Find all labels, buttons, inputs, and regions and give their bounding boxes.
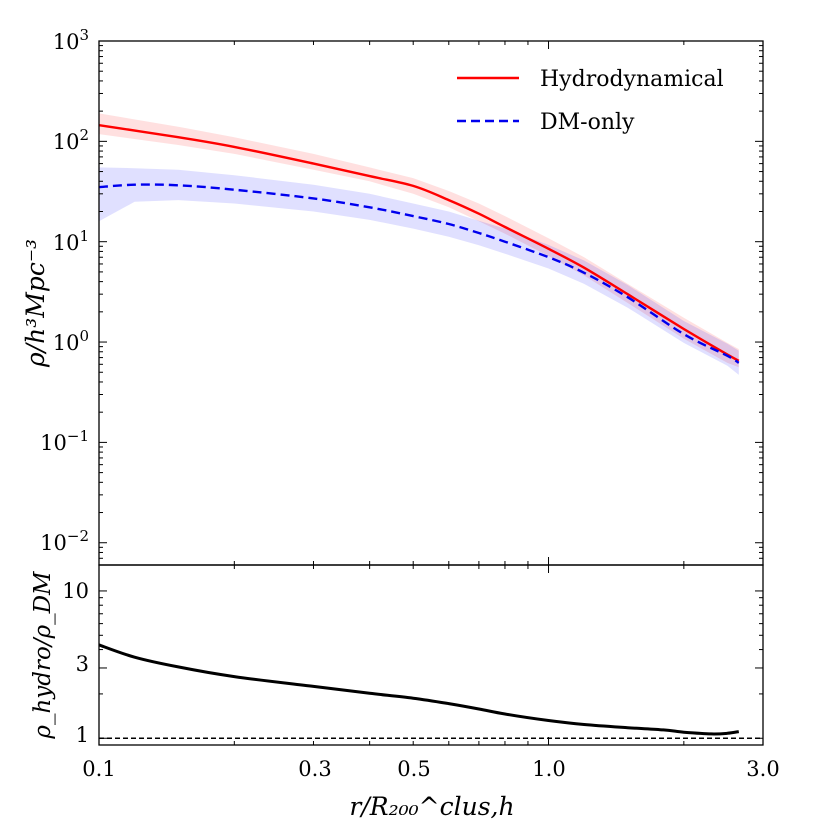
ytick-label-1e-2: 10−2 bbox=[40, 527, 89, 555]
top-y-tick-labels: 103 102 101 100 10−1 10−2 bbox=[40, 26, 89, 555]
ytick-label-1e-1: 10−1 bbox=[40, 427, 89, 455]
xtick-1.0: 1.0 bbox=[532, 757, 565, 781]
bottom-y-tick-labels: 10 3 1 bbox=[62, 579, 89, 747]
x-tick-labels: 0.1 0.3 0.5 1.0 3.0 bbox=[82, 757, 779, 781]
legend-dm-label: DM-only bbox=[540, 110, 635, 135]
top-bands bbox=[99, 113, 739, 375]
bottom-panel: 10 3 1 0.1 0.3 0.5 1.0 3.0 ρ_hydro/ρ_DM … bbox=[30, 564, 780, 821]
ytick-label-1e3: 103 bbox=[53, 26, 89, 54]
xtick-0.1: 0.1 bbox=[82, 757, 115, 781]
legend: Hydrodynamical DM-only bbox=[457, 67, 724, 135]
x-axis-label: r/R₂₀₀^clus,h bbox=[349, 792, 514, 821]
ytick-label-1e2: 102 bbox=[53, 126, 89, 154]
top-y-axis-label: ρ/h³Mpc⁻³ bbox=[21, 239, 50, 368]
hydro-series-line bbox=[99, 124, 740, 362]
ytick-label-1e1: 101 bbox=[53, 227, 89, 255]
ratio-ytick-1: 1 bbox=[76, 723, 89, 747]
bottom-axes-frame bbox=[98, 564, 764, 746]
top-ticks bbox=[98, 40, 764, 566]
ratio-series-line bbox=[99, 643, 740, 736]
top-axes-frame bbox=[98, 40, 764, 566]
legend-hydro-label: Hydrodynamical bbox=[540, 67, 724, 92]
top-panel: 103 102 101 100 10−1 10−2 ρ/h³Mpc⁻³ Hydr… bbox=[21, 26, 764, 566]
xtick-0.5: 0.5 bbox=[397, 757, 430, 781]
ratio-ytick-10: 10 bbox=[62, 579, 89, 603]
ytick-label-1e0: 100 bbox=[53, 327, 89, 355]
bottom-y-axis-label: ρ_hydro/ρ_DM bbox=[30, 570, 56, 740]
top-lines bbox=[99, 124, 740, 364]
dm-uncertainty-band bbox=[99, 167, 739, 375]
xtick-3.0: 3.0 bbox=[746, 757, 779, 781]
xtick-0.3: 0.3 bbox=[298, 757, 331, 781]
bottom-ticks bbox=[98, 565, 764, 745]
dm-series-line bbox=[99, 183, 740, 364]
ratio-ytick-3: 3 bbox=[76, 652, 89, 676]
bottom-lines bbox=[99, 643, 740, 736]
hydro-uncertainty-band bbox=[99, 113, 739, 368]
